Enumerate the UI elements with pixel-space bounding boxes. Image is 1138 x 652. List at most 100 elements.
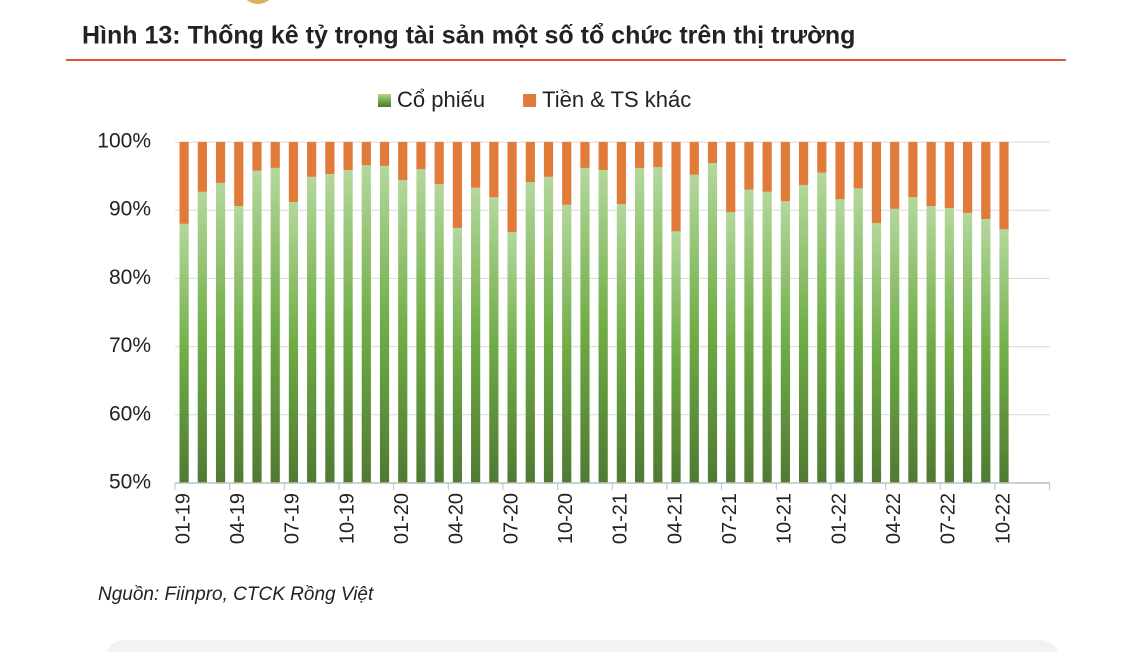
bar-segment bbox=[835, 142, 845, 200]
bar-segment bbox=[926, 206, 936, 483]
bar-segment bbox=[580, 142, 590, 168]
bar-segment bbox=[580, 167, 590, 483]
bar-segment bbox=[744, 142, 754, 190]
bar-segment bbox=[689, 142, 699, 175]
bar-segment bbox=[471, 142, 481, 188]
bar-segment bbox=[507, 232, 517, 483]
y-tick-label: 50% bbox=[109, 471, 151, 494]
bar-segment bbox=[197, 191, 207, 483]
bar-segment bbox=[871, 223, 882, 483]
bar-segment bbox=[270, 167, 280, 483]
bar-segment bbox=[635, 142, 645, 168]
bar-segment bbox=[361, 165, 371, 484]
bar-segment bbox=[890, 208, 900, 483]
bar-segment bbox=[452, 142, 463, 228]
bar-segment bbox=[962, 212, 973, 484]
footer-box bbox=[106, 640, 1059, 652]
y-tick-label: 70% bbox=[109, 334, 151, 357]
bar-segment bbox=[416, 142, 426, 170]
bar-segment bbox=[525, 142, 535, 183]
bar-segment bbox=[689, 174, 699, 483]
bar-segment bbox=[416, 169, 426, 483]
bar-segment bbox=[707, 163, 718, 483]
bar-segment bbox=[780, 142, 790, 202]
bar-segment bbox=[343, 142, 353, 170]
bar-segment bbox=[179, 142, 189, 224]
x-tick-label: 07-19 bbox=[282, 493, 304, 544]
bar-segment bbox=[671, 231, 681, 483]
x-tick-label: 04-22 bbox=[883, 493, 905, 544]
bar-segment bbox=[379, 165, 390, 483]
bar-segment bbox=[343, 169, 353, 483]
bar-segment bbox=[525, 182, 535, 483]
bar-segment bbox=[252, 170, 262, 484]
bar-segment bbox=[398, 142, 408, 181]
bar-segment bbox=[726, 212, 736, 483]
bar-segment bbox=[726, 142, 736, 213]
bar-segment bbox=[707, 142, 718, 164]
bar-segment bbox=[471, 187, 481, 483]
bar-segment bbox=[853, 142, 863, 189]
bar-segment bbox=[890, 142, 900, 209]
bar-segment bbox=[944, 142, 954, 209]
legend-swatch bbox=[523, 94, 537, 107]
bar-segment bbox=[962, 142, 973, 213]
y-tick-label: 100% bbox=[97, 130, 151, 153]
bar-segment bbox=[598, 169, 608, 483]
bar-segment bbox=[562, 204, 572, 483]
x-tick-label: 01-22 bbox=[828, 493, 850, 544]
bar-segment bbox=[780, 201, 790, 484]
legend-swatch bbox=[378, 94, 391, 107]
bar-segment bbox=[489, 142, 499, 198]
bar-segment bbox=[762, 191, 772, 483]
bar-segment bbox=[325, 174, 335, 483]
x-tick-label: 07-20 bbox=[500, 493, 522, 544]
bar-segment bbox=[215, 182, 226, 484]
bar-segment bbox=[926, 142, 936, 207]
bar-segment bbox=[798, 142, 809, 185]
legend-label: Cổ phiếu bbox=[397, 87, 485, 112]
bar-segment bbox=[762, 142, 772, 192]
bar-segment bbox=[434, 142, 444, 185]
bar-segment bbox=[179, 223, 189, 483]
bar-segment bbox=[234, 206, 244, 483]
bar-segment bbox=[981, 142, 991, 220]
x-tick-label: 10-19 bbox=[336, 493, 358, 544]
y-tick-label: 90% bbox=[109, 198, 151, 221]
y-tick-label: 80% bbox=[109, 266, 151, 289]
bar-segment bbox=[489, 197, 499, 483]
bar-segment bbox=[616, 204, 626, 483]
bar-segment bbox=[452, 227, 463, 483]
bar-segment bbox=[798, 184, 809, 483]
bar-segment bbox=[288, 142, 299, 203]
bar-segment bbox=[215, 142, 226, 183]
bar-segment bbox=[252, 142, 262, 171]
y-tick-label: 60% bbox=[109, 402, 151, 425]
x-tick-label: 01-20 bbox=[391, 493, 413, 544]
x-tick-label: 10-20 bbox=[555, 493, 577, 544]
bar-segment bbox=[671, 142, 681, 232]
chart-title: Hình 13: Thống kê tỷ trọng tài sản một s… bbox=[82, 22, 855, 50]
x-tick-label: 07-21 bbox=[719, 493, 741, 544]
x-tick-label: 01-21 bbox=[610, 493, 632, 544]
x-tick-label: 04-20 bbox=[446, 493, 468, 544]
x-tick-label: 04-21 bbox=[664, 493, 686, 544]
bar-segment bbox=[653, 167, 663, 483]
x-tick-label: 04-19 bbox=[227, 493, 249, 544]
legend-label: Tiền & TS khác bbox=[542, 87, 691, 112]
x-tick-label: 10-22 bbox=[992, 493, 1014, 544]
bar-segment bbox=[270, 142, 280, 168]
bar-segment bbox=[598, 142, 608, 170]
bar-segment bbox=[853, 188, 863, 483]
bar-segment bbox=[999, 142, 1009, 230]
bar-segment bbox=[653, 142, 663, 168]
bar-segment bbox=[616, 142, 626, 205]
bar-segment bbox=[835, 199, 845, 483]
bar-segment bbox=[908, 197, 918, 483]
bar-segment bbox=[999, 229, 1009, 483]
bar-segment bbox=[543, 142, 554, 177]
bar-segment bbox=[944, 208, 954, 484]
bar-segment bbox=[543, 176, 554, 484]
bar-segment bbox=[908, 142, 918, 198]
